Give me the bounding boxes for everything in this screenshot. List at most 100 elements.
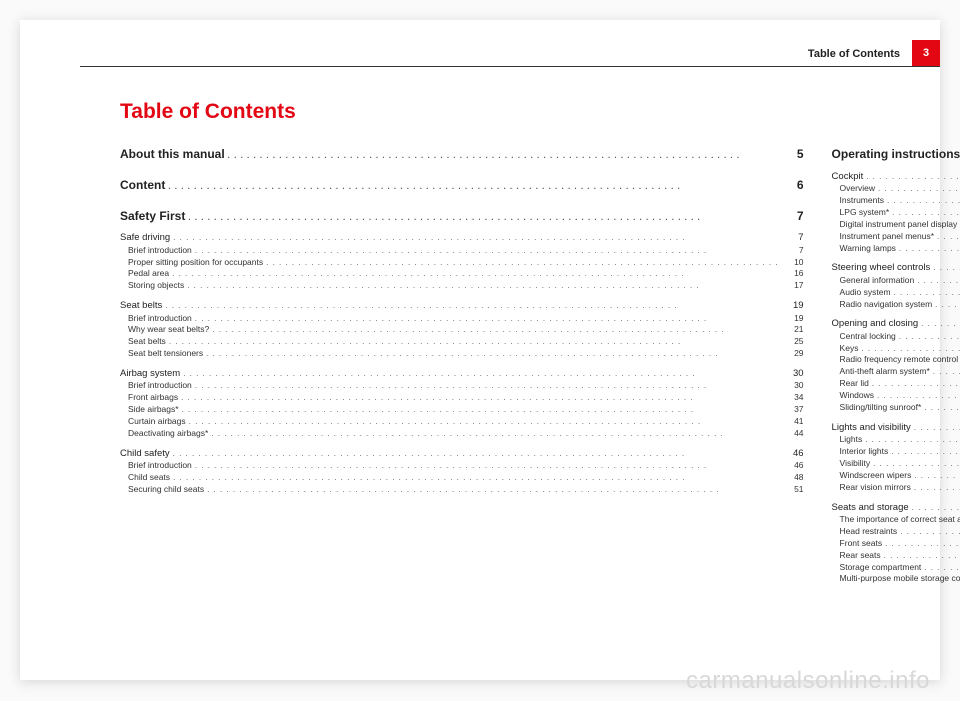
toc-leader-dots: . . . . . . . . . . . . . . . . . . . . … (166, 336, 782, 347)
toc-entry-label: Multi-purpose mobile storage compartment… (840, 573, 960, 585)
toc-entry: Seat belts . . . . . . . . . . . . . . .… (120, 299, 804, 312)
toc-leader-dots: . . . . . . . . . . . . . . . . . . . . … (192, 380, 782, 391)
toc-entry-page: 7 (782, 208, 804, 225)
toc-entry-page: 48 (782, 472, 804, 484)
toc-leader-dots: . . . . . . . . . . . . . . . . . . . . … (170, 448, 782, 459)
toc-leader-dots: . . . . . . . . . . . . . . . . . . . . … (882, 538, 960, 549)
toc-entry: Safety First . . . . . . . . . . . . . .… (120, 208, 804, 225)
toc-entry-page: 46 (782, 447, 804, 460)
toc-entry-label: Warning lamps (840, 243, 896, 255)
toc-entry-label: Brief introduction (128, 460, 192, 472)
toc-entry: Brief introduction . . . . . . . . . . .… (120, 245, 804, 257)
toc-entry: Rear vision mirrors . . . . . . . . . . … (832, 482, 960, 494)
toc-entry-label: Seat belt tensioners (128, 348, 203, 360)
toc-entry-label: Windows (840, 390, 874, 402)
toc-leader-dots: . . . . . . . . . . . . . . . . . . . . … (875, 183, 960, 194)
toc-entry: Rear seats . . . . . . . . . . . . . . .… (832, 550, 960, 562)
toc-entry-page: 41 (782, 416, 804, 428)
toc-leader-dots: . . . . . . . . . . . . . . . . . . . . … (203, 348, 781, 359)
toc-column-1: About this manual . . . . . . . . . . . … (120, 140, 804, 650)
toc-entry-page: 21 (782, 324, 804, 336)
toc-entry-label: Rear lid (840, 378, 869, 390)
document-page: Table of Contents 3 Table of Contents Ab… (20, 20, 940, 680)
toc-leader-dots: . . . . . . . . . . . . . . . . . . . . … (909, 502, 960, 513)
toc-entry: Brief introduction . . . . . . . . . . .… (120, 313, 804, 325)
toc-entry-label: Head restraints (840, 526, 898, 538)
toc-entry: Why wear seat belts? . . . . . . . . . .… (120, 324, 804, 336)
toc-leader-dots: . . . . . . . . . . . . . . . . . . . . … (192, 460, 782, 471)
toc-leader-dots: . . . . . . . . . . . . . . . . . . . . … (209, 324, 781, 335)
toc-entry-label: Curtain airbags (128, 416, 186, 428)
running-header: Table of Contents (808, 48, 900, 60)
toc-entry-label: Interior lights (840, 446, 889, 458)
toc-entry: Interior lights . . . . . . . . . . . . … (832, 446, 960, 458)
toc-entry: Pedal area . . . . . . . . . . . . . . .… (120, 268, 804, 280)
toc-entry: Central locking . . . . . . . . . . . . … (832, 331, 960, 343)
toc-entry: Seat belt tensioners . . . . . . . . . .… (120, 348, 804, 360)
toc-title: Table of Contents (120, 100, 296, 124)
toc-entry-label: Why wear seat belts? (128, 324, 209, 336)
toc-entry-page: 46 (782, 460, 804, 472)
toc-entry: General information . . . . . . . . . . … (832, 275, 960, 287)
toc-entry-label: Pedal area (128, 268, 169, 280)
toc-entry-label: Steering wheel controls (832, 261, 931, 274)
toc-entry-label: Safe driving (120, 231, 170, 244)
toc-entry: Radio frequency remote control . . . . .… (832, 354, 960, 366)
header-rule (80, 66, 940, 67)
toc-entry-label: Central locking (840, 331, 896, 343)
toc-entry: Windows . . . . . . . . . . . . . . . . … (832, 390, 960, 402)
toc-leader-dots: . . . . . . . . . . . . . . . . . . . . … (921, 562, 960, 573)
toc-leader-dots: . . . . . . . . . . . . . . . . . . . . … (192, 313, 782, 324)
toc-entry-label: Sliding/tilting sunroof* (840, 402, 922, 414)
toc-entry-label: Proper sitting position for occupants (128, 257, 263, 269)
toc-entry: Lights . . . . . . . . . . . . . . . . .… (832, 434, 960, 446)
toc-entry: Storing objects . . . . . . . . . . . . … (120, 280, 804, 292)
toc-leader-dots: . . . . . . . . . . . . . . . . . . . . … (165, 181, 781, 192)
toc-entry: Front airbags . . . . . . . . . . . . . … (120, 392, 804, 404)
watermark-text: carmanualsonline.info (686, 667, 930, 695)
toc-leader-dots: . . . . . . . . . . . . . . . . . . . . … (896, 243, 960, 254)
toc-entry: Audio system . . . . . . . . . . . . . .… (832, 287, 960, 299)
toc-leader-dots: . . . . . . . . . . . . . . . . . . . . … (884, 195, 960, 206)
toc-leader-dots: . . . . . . . . . . . . . . . . . . . . … (874, 390, 960, 401)
toc-entry: Visibility . . . . . . . . . . . . . . .… (832, 458, 960, 470)
toc-entry-label: Operating instructions (832, 146, 960, 163)
toc-entry-page: 17 (782, 280, 804, 292)
toc-entry-page: 51 (782, 484, 804, 496)
toc-entry-label: Instruments (840, 195, 884, 207)
toc-entry: Overview . . . . . . . . . . . . . . . .… (832, 183, 960, 195)
toc-leader-dots: . . . . . . . . . . . . . . . . . . . . … (204, 484, 781, 495)
toc-entry-label: Brief introduction (128, 313, 192, 325)
toc-leader-dots: . . . . . . . . . . . . . . . . . . . . … (186, 416, 782, 427)
toc-entry: Child seats . . . . . . . . . . . . . . … (120, 472, 804, 484)
toc-leader-dots: . . . . . . . . . . . . . . . . . . . . … (170, 232, 781, 243)
toc-entry-label: Child safety (120, 447, 170, 460)
toc-entry: Lights and visibility . . . . . . . . . … (832, 421, 960, 434)
toc-entry-label: The importance of correct seat adjustmen… (840, 514, 960, 526)
toc-entry-label: Overview (840, 183, 875, 195)
toc-entry-label: Rear seats (840, 550, 881, 562)
toc-entry: Instrument panel menus* . . . . . . . . … (832, 231, 960, 243)
toc-entry-label: Deactivating airbags* (128, 428, 208, 440)
toc-entry-page: 6 (782, 177, 804, 194)
toc-entry-page: 5 (782, 146, 804, 163)
toc-column-2: Operating instructions . . . . . . . . .… (832, 140, 960, 650)
toc-entry-label: Safety First (120, 208, 185, 225)
toc-entry-page: 30 (782, 367, 804, 380)
toc-entry: Digital instrument panel display . . . .… (832, 219, 960, 231)
toc-entry: Operating instructions . . . . . . . . .… (832, 146, 960, 163)
toc-entry-label: Opening and closing (832, 317, 919, 330)
toc-entry: Keys . . . . . . . . . . . . . . . . . .… (832, 343, 960, 355)
toc-leader-dots: . . . . . . . . . . . . . . . . . . . . … (184, 280, 781, 291)
toc-entry-label: General information (840, 275, 915, 287)
toc-leader-dots: . . . . . . . . . . . . . . . . . . . . … (881, 550, 960, 561)
toc-entry-page: 34 (782, 392, 804, 404)
toc-entry: Front seats . . . . . . . . . . . . . . … (832, 538, 960, 550)
toc-leader-dots: . . . . . . . . . . . . . . . . . . . . … (858, 343, 960, 354)
toc-columns: About this manual . . . . . . . . . . . … (120, 140, 890, 650)
toc-entry-page: 16 (782, 268, 804, 280)
toc-leader-dots: . . . . . . . . . . . . . . . . . . . . … (263, 257, 781, 268)
toc-entry-label: LPG system* (840, 207, 890, 219)
toc-entry-label: Visibility (840, 458, 871, 470)
toc-leader-dots: . . . . . . . . . . . . . . . . . . . . … (178, 392, 781, 403)
